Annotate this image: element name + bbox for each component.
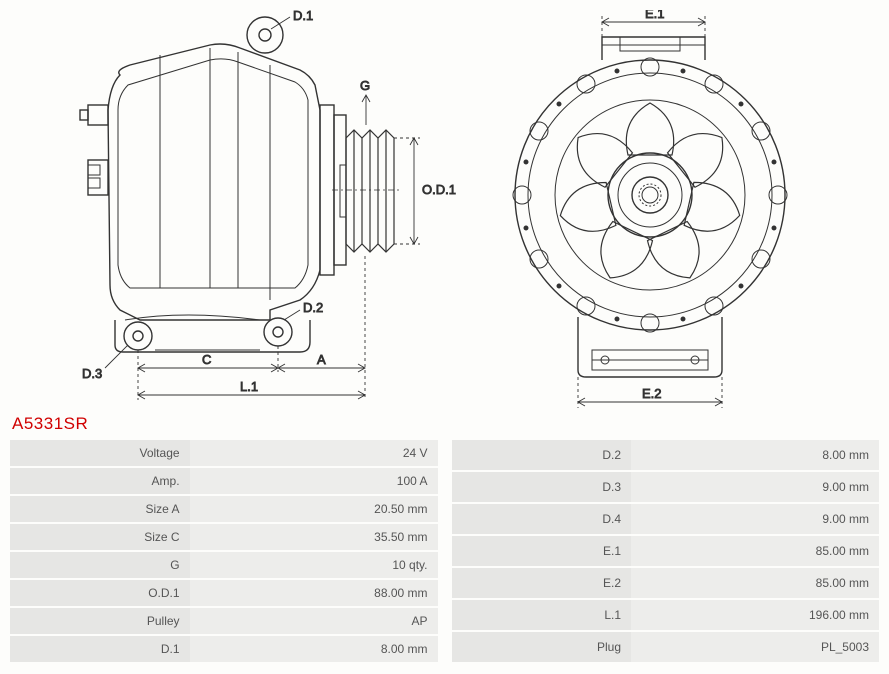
spec-row: PulleyAP (10, 607, 438, 635)
spec-label: D.4 (452, 503, 632, 535)
spec-value: 10 qty. (190, 551, 438, 579)
spec-row: E.185.00 mm (452, 535, 880, 567)
spec-value: 24 V (190, 440, 438, 467)
spec-row: Voltage24 V (10, 440, 438, 467)
dim-d1: D.1 (293, 10, 313, 23)
dim-e2: E.2 (642, 386, 662, 401)
spec-value: 100 A (190, 467, 438, 495)
dim-d3: D.3 (82, 366, 102, 381)
spec-row: Amp.100 A (10, 467, 438, 495)
spec-value: 196.00 mm (631, 599, 879, 631)
spec-value: 85.00 mm (631, 535, 879, 567)
spec-row: L.1196.00 mm (452, 599, 880, 631)
spec-value: 8.00 mm (190, 635, 438, 663)
spec-value: 9.00 mm (631, 471, 879, 503)
spec-label: O.D.1 (10, 579, 190, 607)
spec-label: Voltage (10, 440, 190, 467)
spec-label: Size C (10, 523, 190, 551)
spec-label: E.1 (452, 535, 632, 567)
spec-row: O.D.188.00 mm (10, 579, 438, 607)
spec-value: PL_5003 (631, 631, 879, 663)
spec-row: G10 qty. (10, 551, 438, 579)
spec-label: Plug (452, 631, 632, 663)
spec-table-right: D.28.00 mmD.39.00 mmD.49.00 mmE.185.00 m… (452, 440, 880, 664)
spec-row: PlugPL_5003 (452, 631, 880, 663)
spec-label: Amp. (10, 467, 190, 495)
dim-d2: D.2 (303, 300, 323, 315)
spec-label: E.2 (452, 567, 632, 599)
spec-row: E.285.00 mm (452, 567, 880, 599)
spec-value: 88.00 mm (190, 579, 438, 607)
spec-value: 20.50 mm (190, 495, 438, 523)
dim-a: A (317, 352, 326, 367)
spec-tables: Voltage24 VAmp.100 ASize A20.50 mmSize C… (10, 440, 879, 664)
spec-row: D.39.00 mm (452, 471, 880, 503)
spec-label: D.1 (10, 635, 190, 663)
spec-label: L.1 (452, 599, 632, 631)
spec-label: D.3 (452, 471, 632, 503)
dim-od1: O.D.1 (422, 182, 456, 197)
spec-row: D.28.00 mm (452, 440, 880, 471)
spec-row: Size A20.50 mm (10, 495, 438, 523)
dim-c: C (202, 352, 211, 367)
spec-label: Pulley (10, 607, 190, 635)
spec-value: 9.00 mm (631, 503, 879, 535)
spec-value: 85.00 mm (631, 567, 879, 599)
spec-value: AP (190, 607, 438, 635)
spec-label: G (10, 551, 190, 579)
spec-row: D.49.00 mm (452, 503, 880, 535)
spec-value: 35.50 mm (190, 523, 438, 551)
technical-drawing: D.1 G O.D.1 D.2 D.3 C A L.1 (10, 10, 879, 410)
dim-e1: E.1 (645, 10, 665, 21)
spec-row: D.18.00 mm (10, 635, 438, 663)
dim-l1: L.1 (240, 379, 258, 394)
part-number: A5331SR (12, 414, 879, 434)
spec-table-left: Voltage24 VAmp.100 ASize A20.50 mmSize C… (10, 440, 438, 664)
spec-label: Size A (10, 495, 190, 523)
spec-row: Size C35.50 mm (10, 523, 438, 551)
spec-value: 8.00 mm (631, 440, 879, 471)
spec-label: D.2 (452, 440, 632, 471)
dim-g: G (360, 78, 370, 93)
